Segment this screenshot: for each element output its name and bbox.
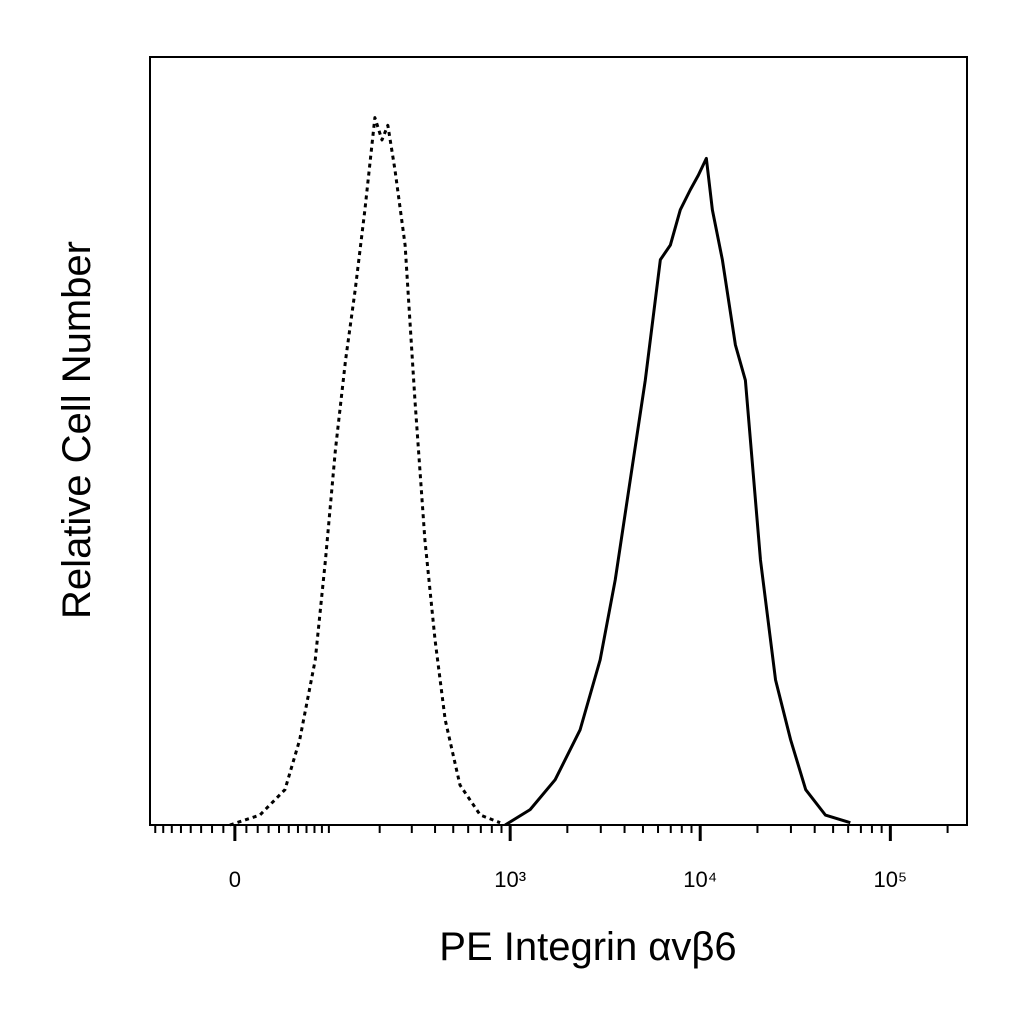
x-tick-label: 0 bbox=[229, 867, 241, 892]
x-axis-label: PE Integrin αvβ6 bbox=[439, 925, 736, 969]
histogram-line bbox=[229, 116, 501, 827]
plot-frame bbox=[149, 56, 968, 826]
x-tick-label: 10⁴ bbox=[683, 867, 717, 892]
x-tick-label: 10⁵ bbox=[874, 867, 908, 892]
x-tick-label: 10³ bbox=[494, 867, 526, 892]
y-axis-label: Relative Cell Number bbox=[55, 241, 99, 619]
histogram-line bbox=[504, 156, 851, 827]
